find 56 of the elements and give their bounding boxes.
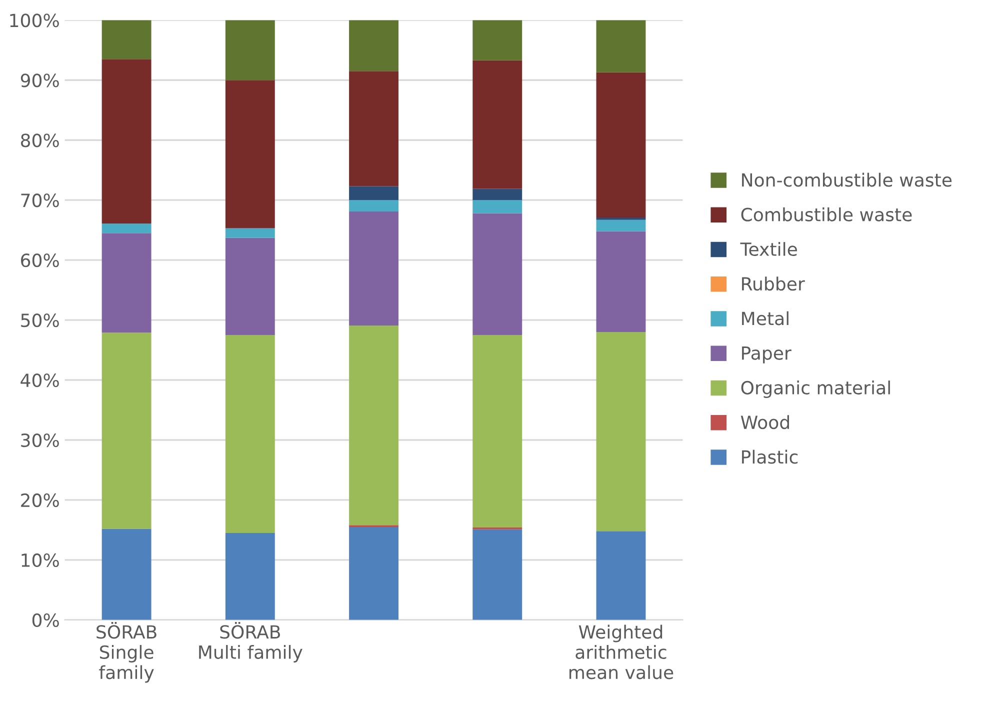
legend-label: Paper	[742, 346, 792, 364]
bar	[102, 20, 152, 60]
bar	[596, 217, 646, 220]
legend-label: Textile	[740, 242, 797, 256]
bar	[225, 80, 275, 228]
y-tick-label: 20%	[21, 493, 59, 508]
bar	[596, 20, 646, 72]
y-tick-label: 60%	[21, 254, 59, 268]
bar	[349, 211, 398, 326]
x-tick-label: Weighted arithmetic mean value	[569, 624, 674, 680]
x-tick-label: SÖRAB Multi family	[199, 622, 302, 662]
bar	[225, 335, 275, 533]
bar	[225, 238, 275, 336]
bar	[596, 220, 646, 232]
y-tick-label: 90%	[20, 74, 59, 88]
legend-label: Combustible waste	[741, 207, 912, 222]
bar	[102, 233, 152, 333]
bar	[596, 531, 646, 620]
y-tick-label: 80%	[20, 134, 59, 148]
bar	[349, 20, 398, 72]
bar	[225, 20, 275, 80]
bar	[472, 529, 522, 620]
legend-label: Plastic	[742, 450, 798, 464]
bar	[596, 332, 646, 532]
bar	[349, 325, 398, 526]
legend-label: Metal	[742, 311, 788, 326]
bar	[102, 528, 152, 620]
bar	[472, 213, 522, 336]
legend-label: Wood	[740, 415, 789, 430]
y-tick-label: 100%	[10, 14, 59, 28]
bar	[472, 188, 522, 200]
legend-label: Rubber	[742, 276, 805, 291]
y-tick-label: 40%	[20, 373, 59, 388]
bar	[102, 332, 152, 529]
bar	[102, 59, 152, 224]
bar	[349, 71, 398, 186]
bar	[225, 228, 275, 238]
legend-label: Organic material	[741, 380, 890, 398]
bar	[349, 186, 398, 200]
y-tick-label: 70%	[21, 194, 59, 208]
y-tick-label: 50%	[21, 314, 59, 328]
bar	[472, 200, 522, 214]
bar	[596, 72, 646, 218]
y-tick-label: 30%	[21, 433, 59, 448]
bar	[349, 526, 398, 620]
bar	[596, 231, 646, 332]
bar	[349, 200, 398, 212]
bar	[102, 223, 152, 234]
bar	[472, 20, 522, 60]
legend-label: Non-combustible waste	[742, 172, 952, 187]
y-tick-label: 10%	[22, 553, 59, 568]
bar	[472, 335, 522, 528]
y-tick-label: 0%	[32, 613, 59, 628]
x-tick-label: SÖRAB Single family	[96, 622, 156, 683]
bar	[225, 532, 275, 620]
bar	[472, 60, 522, 189]
